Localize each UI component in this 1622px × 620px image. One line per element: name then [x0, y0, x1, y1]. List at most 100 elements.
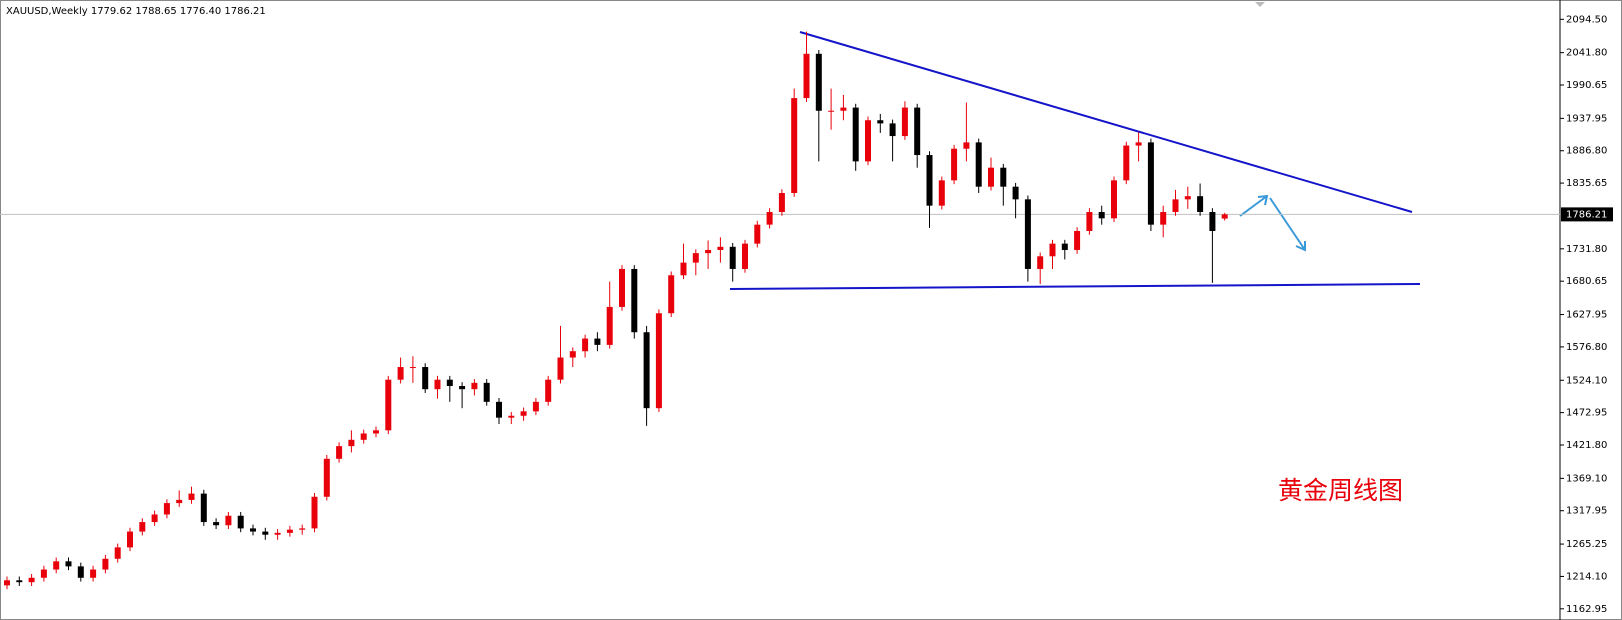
candle-body: [717, 246, 724, 250]
candle-body: [508, 415, 515, 418]
candle-body: [655, 313, 662, 409]
candle-body: [65, 561, 72, 567]
candle-body: [815, 53, 822, 111]
candle-body: [176, 499, 183, 504]
y-tick-label: 2094.50: [1566, 14, 1607, 25]
candle-body: [545, 379, 552, 402]
candle-body: [459, 386, 466, 390]
candle-body: [668, 275, 675, 314]
candle-body: [705, 249, 712, 254]
y-tick-label: 1369.10: [1566, 473, 1607, 484]
candle-body: [914, 107, 921, 156]
candle-body: [323, 458, 330, 497]
arrow-up: [1239, 194, 1269, 217]
chart-header: XAUUSD,Weekly 1779.62 1788.65 1776.40 17…: [6, 6, 266, 17]
candle-body: [4, 580, 10, 586]
candle-body: [1209, 211, 1216, 231]
candle-body: [1221, 214, 1228, 219]
candle-body: [311, 496, 318, 529]
candle-body: [594, 338, 601, 345]
candle-body: [385, 379, 392, 431]
y-tick-label: 1937.95: [1566, 113, 1607, 124]
candle-body: [336, 446, 343, 459]
candle-body: [90, 569, 97, 578]
candle-body: [520, 411, 527, 416]
candle-body: [926, 155, 933, 206]
candle-body: [1111, 180, 1117, 219]
candle-body: [951, 148, 958, 181]
candle-body: [446, 379, 453, 387]
candle-body: [53, 561, 60, 570]
candle-body: [213, 522, 220, 526]
candle-body: [483, 382, 490, 402]
candle-body: [188, 493, 195, 500]
candle-body: [237, 515, 244, 529]
y-tick-label: 1421.80: [1566, 440, 1607, 451]
candle-body: [828, 110, 835, 112]
y-tick-label: 1472.95: [1566, 408, 1607, 419]
candle-body: [852, 107, 859, 162]
candle-body: [1037, 256, 1044, 269]
candle-body: [1123, 145, 1130, 181]
candle-body: [877, 120, 884, 124]
candle-body: [606, 306, 613, 345]
candle-body: [262, 531, 269, 535]
candle-body: [274, 532, 281, 535]
candle-body: [1061, 243, 1068, 250]
candle-body: [200, 493, 207, 523]
y-tick-label: 1835.65: [1566, 178, 1607, 189]
y-tick-label: 1317.95: [1566, 506, 1607, 517]
candle-body: [434, 379, 441, 390]
candle-body: [225, 515, 232, 526]
candle-body: [766, 211, 773, 225]
candle-body: [729, 246, 736, 269]
trend-line-upper: [799, 31, 1413, 213]
candle-body: [471, 382, 478, 390]
candle-body: [1086, 211, 1093, 231]
y-tick-label: 1886.80: [1566, 146, 1607, 157]
current-price-box: [1561, 207, 1613, 222]
candle-body: [778, 193, 785, 212]
annotation: 黄金周线图: [1278, 476, 1403, 505]
candle-body: [409, 367, 416, 369]
candle-body: [151, 514, 158, 523]
candle-body: [286, 529, 293, 533]
candle-body: [569, 351, 576, 358]
candle-body: [901, 107, 908, 137]
candle-body: [360, 433, 367, 440]
candle-body: [397, 367, 404, 380]
candle-body: [373, 430, 379, 434]
candle-body: [422, 367, 429, 390]
candle-body: [250, 528, 256, 532]
candle-body: [1024, 199, 1031, 269]
candle-body: [28, 577, 35, 583]
y-tick-label: 1990.65: [1566, 80, 1607, 91]
y-tick-label: 1731.80: [1566, 244, 1607, 255]
candle-body: [1049, 243, 1056, 257]
candle-body: [1147, 142, 1154, 225]
candle-body: [582, 338, 589, 352]
candle-body: [754, 224, 761, 244]
y-tick-label: 1576.80: [1566, 342, 1607, 353]
y-tick-label: 1265.25: [1566, 539, 1607, 550]
candle-body: [889, 123, 896, 137]
candle-body: [348, 439, 355, 447]
candle-body: [163, 503, 170, 515]
candle-body: [643, 332, 650, 409]
candle-body: [1184, 196, 1191, 200]
candle-body: [1197, 196, 1204, 212]
candle-body: [127, 531, 133, 548]
candle-body: [102, 558, 109, 570]
candle-body: [791, 98, 798, 194]
candle-body: [77, 566, 84, 578]
candle-body: [1098, 211, 1105, 219]
candle-body: [40, 569, 47, 578]
candle-body: [1000, 167, 1007, 187]
candle-body: [557, 357, 564, 380]
candle-body: [742, 243, 748, 269]
candle-body: [803, 53, 810, 99]
candle-body: [1012, 186, 1019, 200]
candle-body: [631, 268, 638, 333]
